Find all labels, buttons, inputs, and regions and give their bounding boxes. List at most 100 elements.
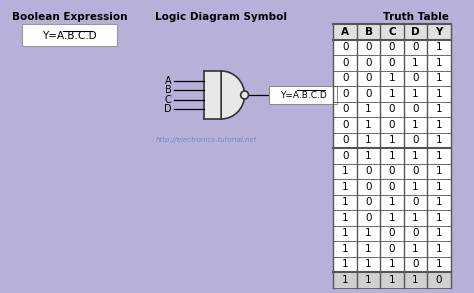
Text: 1: 1 bbox=[436, 259, 442, 269]
Text: Y=A.B.C.D: Y=A.B.C.D bbox=[280, 91, 327, 100]
Text: 0: 0 bbox=[365, 89, 372, 99]
Text: 0: 0 bbox=[342, 151, 348, 161]
Text: Logic Diagram Symbol: Logic Diagram Symbol bbox=[155, 12, 287, 22]
Text: 1: 1 bbox=[436, 89, 442, 99]
Text: 0: 0 bbox=[365, 197, 372, 207]
Text: 1: 1 bbox=[412, 89, 419, 99]
Text: 1: 1 bbox=[342, 166, 348, 176]
Text: 0: 0 bbox=[365, 73, 372, 83]
Text: A: A bbox=[165, 76, 172, 86]
Text: 0: 0 bbox=[389, 58, 395, 68]
Text: 0: 0 bbox=[365, 42, 372, 52]
Text: 1: 1 bbox=[436, 120, 442, 130]
Text: 0: 0 bbox=[342, 120, 348, 130]
Text: Y: Y bbox=[435, 27, 443, 37]
Text: 0: 0 bbox=[412, 104, 419, 114]
FancyBboxPatch shape bbox=[269, 86, 337, 104]
Text: 1: 1 bbox=[365, 120, 372, 130]
Text: 1: 1 bbox=[412, 275, 419, 285]
FancyBboxPatch shape bbox=[333, 101, 451, 117]
Text: 0: 0 bbox=[389, 182, 395, 192]
Text: B: B bbox=[164, 85, 172, 95]
Text: 0: 0 bbox=[412, 197, 419, 207]
Polygon shape bbox=[203, 71, 221, 119]
Text: 0: 0 bbox=[436, 275, 442, 285]
Text: 1: 1 bbox=[389, 275, 395, 285]
Text: 1: 1 bbox=[412, 182, 419, 192]
FancyBboxPatch shape bbox=[333, 256, 451, 272]
Text: 1: 1 bbox=[436, 182, 442, 192]
FancyBboxPatch shape bbox=[333, 163, 451, 179]
Text: 1: 1 bbox=[412, 120, 419, 130]
Text: 1: 1 bbox=[365, 275, 372, 285]
FancyBboxPatch shape bbox=[333, 132, 451, 148]
Text: A: A bbox=[341, 27, 349, 37]
Text: 1: 1 bbox=[342, 197, 348, 207]
Text: 1: 1 bbox=[436, 135, 442, 145]
Text: 1: 1 bbox=[342, 213, 348, 223]
Text: 1: 1 bbox=[436, 197, 442, 207]
Text: 0: 0 bbox=[389, 120, 395, 130]
Text: 0: 0 bbox=[412, 73, 419, 83]
Text: D: D bbox=[164, 104, 172, 114]
FancyBboxPatch shape bbox=[22, 24, 117, 46]
FancyBboxPatch shape bbox=[333, 272, 451, 287]
Circle shape bbox=[241, 91, 248, 99]
Text: 1: 1 bbox=[365, 228, 372, 238]
Text: 1: 1 bbox=[389, 135, 395, 145]
Text: 0: 0 bbox=[342, 58, 348, 68]
FancyBboxPatch shape bbox=[333, 117, 451, 132]
Text: 1: 1 bbox=[412, 58, 419, 68]
Text: 0: 0 bbox=[389, 228, 395, 238]
Text: 1: 1 bbox=[389, 89, 395, 99]
Text: 0: 0 bbox=[389, 42, 395, 52]
Text: 0: 0 bbox=[365, 58, 372, 68]
Text: 0: 0 bbox=[389, 166, 395, 176]
Text: 1: 1 bbox=[389, 213, 395, 223]
Text: http://electronics-tutorial.net: http://electronics-tutorial.net bbox=[156, 137, 257, 143]
Text: 0: 0 bbox=[412, 228, 419, 238]
Text: 1: 1 bbox=[365, 104, 372, 114]
Text: 1: 1 bbox=[342, 259, 348, 269]
Text: 1: 1 bbox=[436, 58, 442, 68]
Text: 1: 1 bbox=[436, 151, 442, 161]
Text: 0: 0 bbox=[389, 244, 395, 254]
Text: C: C bbox=[388, 27, 396, 37]
FancyBboxPatch shape bbox=[333, 226, 451, 241]
Text: 1: 1 bbox=[365, 259, 372, 269]
Text: 0: 0 bbox=[365, 166, 372, 176]
Text: 1: 1 bbox=[436, 213, 442, 223]
Text: D: D bbox=[411, 27, 420, 37]
Text: 0: 0 bbox=[412, 166, 419, 176]
Text: 1: 1 bbox=[412, 244, 419, 254]
Text: 1: 1 bbox=[365, 151, 372, 161]
Text: Y=A.B.C.D: Y=A.B.C.D bbox=[42, 31, 97, 41]
Text: 1: 1 bbox=[412, 213, 419, 223]
Text: 0: 0 bbox=[412, 259, 419, 269]
Text: 0: 0 bbox=[365, 182, 372, 192]
Text: B: B bbox=[365, 27, 373, 37]
Text: 1: 1 bbox=[436, 104, 442, 114]
Text: C: C bbox=[164, 95, 172, 105]
Text: Truth Table: Truth Table bbox=[383, 12, 449, 22]
FancyBboxPatch shape bbox=[333, 241, 451, 256]
FancyBboxPatch shape bbox=[333, 179, 451, 195]
Text: 0: 0 bbox=[365, 213, 372, 223]
FancyBboxPatch shape bbox=[333, 210, 451, 226]
FancyBboxPatch shape bbox=[333, 24, 451, 40]
Text: 1: 1 bbox=[436, 244, 442, 254]
Wedge shape bbox=[221, 71, 245, 119]
Text: 0: 0 bbox=[412, 135, 419, 145]
Text: 1: 1 bbox=[389, 151, 395, 161]
Text: 0: 0 bbox=[342, 89, 348, 99]
Text: 1: 1 bbox=[436, 42, 442, 52]
Text: 1: 1 bbox=[389, 73, 395, 83]
Text: Boolean Expression: Boolean Expression bbox=[12, 12, 128, 22]
Text: 1: 1 bbox=[436, 228, 442, 238]
Text: 1: 1 bbox=[436, 166, 442, 176]
Text: 0: 0 bbox=[389, 104, 395, 114]
Text: 0: 0 bbox=[412, 42, 419, 52]
FancyBboxPatch shape bbox=[333, 86, 451, 101]
Text: 1: 1 bbox=[342, 275, 348, 285]
Text: 1: 1 bbox=[342, 244, 348, 254]
